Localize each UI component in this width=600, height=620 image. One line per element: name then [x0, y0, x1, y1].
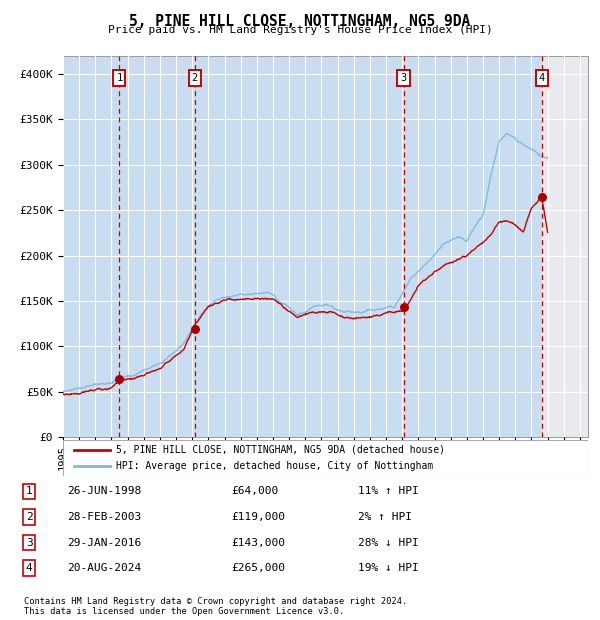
Bar — [542, 56, 588, 437]
Text: £119,000: £119,000 — [231, 512, 285, 522]
Text: HPI: Average price, detached house, City of Nottingham: HPI: Average price, detached house, City… — [115, 461, 433, 471]
Text: 2: 2 — [191, 73, 198, 83]
Text: £64,000: £64,000 — [231, 487, 278, 497]
Text: 1: 1 — [116, 73, 122, 83]
FancyBboxPatch shape — [63, 440, 588, 476]
Text: £265,000: £265,000 — [231, 563, 285, 573]
Text: 4: 4 — [539, 73, 545, 83]
Text: 28% ↓ HPI: 28% ↓ HPI — [358, 538, 418, 547]
Text: 5, PINE HILL CLOSE, NOTTINGHAM, NG5 9DA: 5, PINE HILL CLOSE, NOTTINGHAM, NG5 9DA — [130, 14, 470, 29]
Text: 11% ↑ HPI: 11% ↑ HPI — [358, 487, 418, 497]
Bar — [63, 56, 542, 437]
Text: This data is licensed under the Open Government Licence v3.0.: This data is licensed under the Open Gov… — [24, 606, 344, 616]
Text: 2% ↑ HPI: 2% ↑ HPI — [358, 512, 412, 522]
Text: £143,000: £143,000 — [231, 538, 285, 547]
Text: Contains HM Land Registry data © Crown copyright and database right 2024.: Contains HM Land Registry data © Crown c… — [24, 597, 407, 606]
Text: 19% ↓ HPI: 19% ↓ HPI — [358, 563, 418, 573]
Text: 2: 2 — [26, 512, 32, 522]
Text: 3: 3 — [26, 538, 32, 547]
Text: 4: 4 — [26, 563, 32, 573]
Text: Price paid vs. HM Land Registry's House Price Index (HPI): Price paid vs. HM Land Registry's House … — [107, 25, 493, 35]
Text: 28-FEB-2003: 28-FEB-2003 — [67, 512, 141, 522]
Text: 29-JAN-2016: 29-JAN-2016 — [67, 538, 141, 547]
Text: 3: 3 — [400, 73, 407, 83]
Text: 26-JUN-1998: 26-JUN-1998 — [67, 487, 141, 497]
Text: 1: 1 — [26, 487, 32, 497]
Text: 20-AUG-2024: 20-AUG-2024 — [67, 563, 141, 573]
Text: 5, PINE HILL CLOSE, NOTTINGHAM, NG5 9DA (detached house): 5, PINE HILL CLOSE, NOTTINGHAM, NG5 9DA … — [115, 445, 445, 455]
